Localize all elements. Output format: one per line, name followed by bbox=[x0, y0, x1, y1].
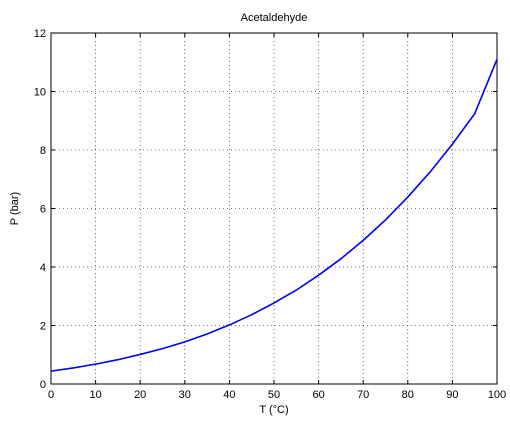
x-axis-title: T (°C) bbox=[259, 404, 288, 416]
y-tick-label: 4 bbox=[40, 262, 46, 274]
chart-title: Acetaldehyde bbox=[241, 12, 308, 24]
axis-ticks: 0 10 20 30 40 50 60 70 80 90 100 0 2 4 6 8 10 12 bbox=[34, 28, 506, 401]
y-tick-label: 2 bbox=[40, 321, 46, 333]
x-tick-label: 100 bbox=[488, 389, 506, 401]
x-tick-label: 90 bbox=[446, 389, 458, 401]
y-axis-title: P (bar) bbox=[9, 192, 21, 225]
y-tick-label: 6 bbox=[40, 204, 46, 216]
x-tick-label: 70 bbox=[357, 389, 369, 401]
series-line bbox=[50, 59, 498, 372]
x-tick-label: 10 bbox=[89, 389, 101, 401]
y-tick-label: 0 bbox=[40, 379, 46, 391]
y-tick-label: 10 bbox=[34, 87, 46, 99]
x-tick-label: 60 bbox=[312, 389, 324, 401]
x-tick-label: 30 bbox=[179, 389, 191, 401]
x-tick-label: 20 bbox=[134, 389, 146, 401]
y-tick-label: 8 bbox=[40, 145, 46, 157]
x-tick-label: 80 bbox=[402, 389, 414, 401]
x-tick-label: 0 bbox=[48, 389, 54, 401]
series-layer bbox=[50, 59, 498, 372]
x-tick-label: 40 bbox=[223, 389, 235, 401]
y-tick-label: 12 bbox=[34, 28, 46, 40]
x-tick-label: 50 bbox=[268, 389, 280, 401]
